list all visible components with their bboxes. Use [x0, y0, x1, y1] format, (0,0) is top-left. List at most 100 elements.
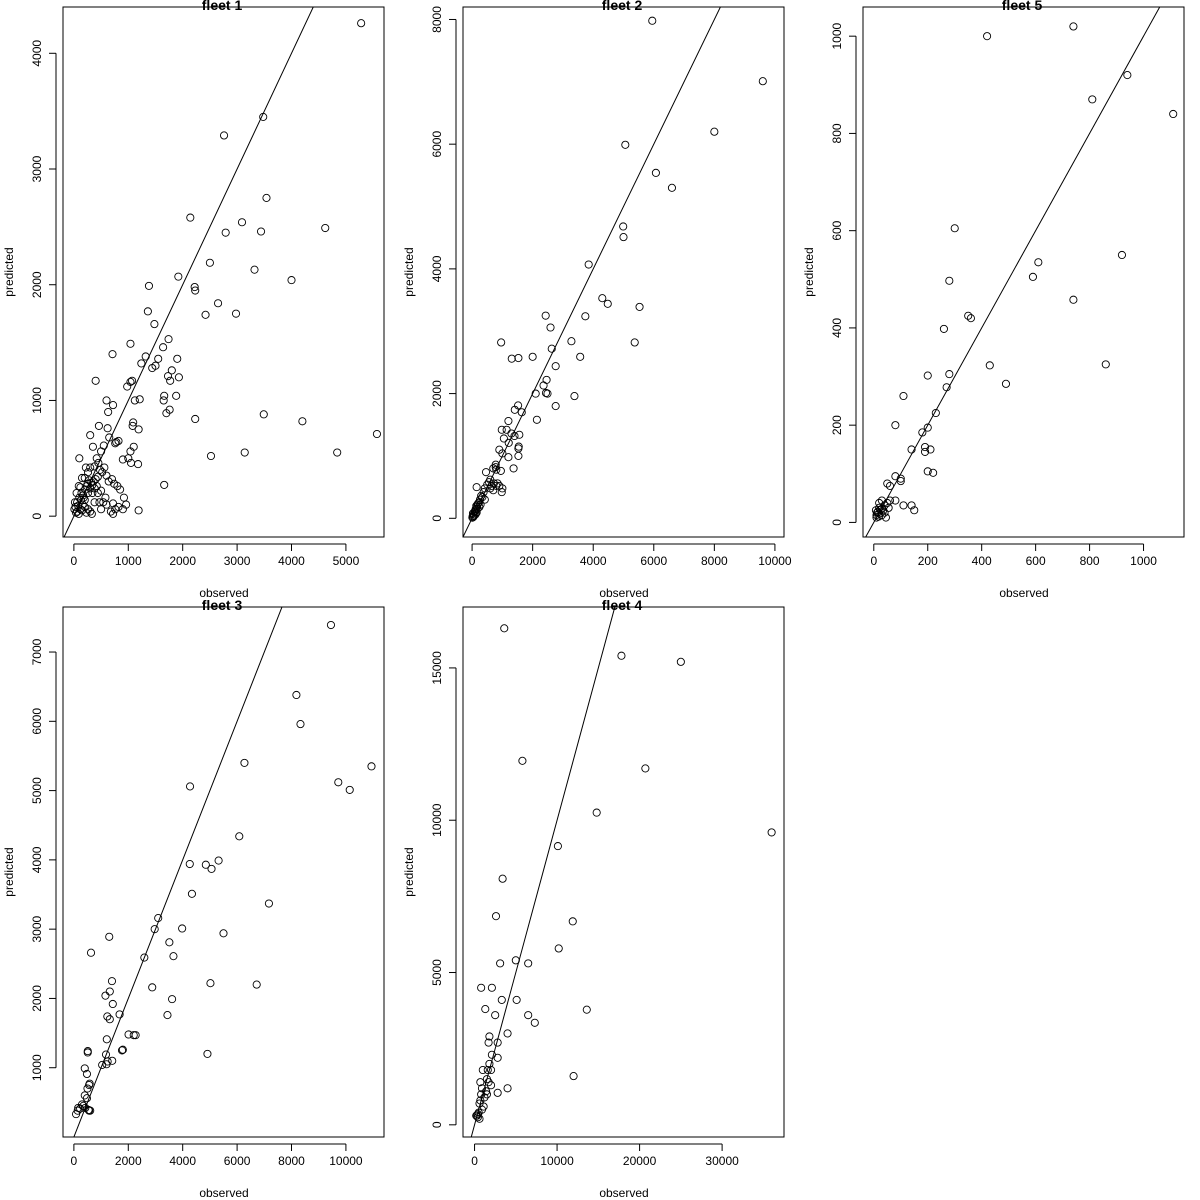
x-tick-label: 1000 [115, 554, 142, 568]
y-tick-label: 8000 [430, 6, 444, 33]
scatter-point [648, 16, 657, 25]
scatter-point [617, 651, 626, 660]
scatter-point [651, 168, 660, 177]
scatter-point [630, 338, 639, 347]
scatter-point [79, 493, 88, 502]
y-axis-label: predicted [2, 847, 16, 896]
scatter-point [88, 488, 97, 498]
scatter-point [129, 418, 138, 427]
scatter-point [570, 392, 579, 401]
scatter-point [102, 500, 111, 509]
scatter-point [205, 258, 214, 267]
scatter-point [473, 500, 482, 509]
scatter-point [108, 350, 117, 359]
plot-frame [462, 606, 785, 1138]
scatter-point [477, 983, 486, 992]
scatter-point [1069, 22, 1078, 31]
scatter-point [498, 449, 507, 458]
scatter-point [141, 352, 150, 361]
scatter-point [480, 495, 489, 504]
scatter-point [899, 391, 908, 401]
y-tick-label: 1000 [830, 23, 844, 50]
scatter-point [240, 448, 249, 457]
scatter-point [137, 359, 146, 368]
scatter-point [143, 307, 152, 316]
x-tick-label: 10000 [758, 554, 792, 568]
scatter-point [482, 1090, 491, 1099]
scatter-point [178, 924, 187, 933]
scatter-point [473, 1113, 482, 1122]
scatter-point [1028, 272, 1037, 281]
scatter-point [109, 509, 118, 518]
scatter-point [497, 488, 506, 497]
identity-line [463, 7, 721, 537]
scatter-point [485, 1059, 494, 1068]
scatter-point [372, 429, 381, 439]
scatter-point [259, 112, 268, 121]
scatter-point [101, 991, 110, 1000]
scatter-point [102, 1035, 111, 1044]
y-tick-label: 1000 [30, 1054, 44, 1081]
x-tick-label: 800 [1080, 554, 1100, 568]
scatter-point [531, 389, 540, 398]
scatter-point [483, 1065, 492, 1075]
scatter-point [473, 504, 482, 513]
panel-fleet-3: fleet 3 observed predicted 0 2000 4000 6000… [2, 597, 385, 1200]
panel-fleet-4: fleet 4 observed predicted 0 10000 20000 30… [402, 597, 785, 1200]
scatter-point [86, 507, 95, 516]
scatter-point [883, 479, 892, 488]
x-tick-label: 20000 [623, 1154, 657, 1168]
x-axis-label: observed [199, 1186, 248, 1200]
scatter-point [524, 1011, 533, 1020]
x-tick-label: 3000 [224, 554, 251, 568]
scatter-point [899, 501, 908, 510]
scatter-point [514, 353, 523, 363]
scatter-point [134, 425, 143, 434]
scatter-point [112, 438, 121, 447]
scatter-point [910, 506, 919, 515]
scatter-point [920, 442, 930, 452]
scatter-point [641, 764, 650, 773]
scatter-point [81, 463, 90, 472]
scatter-point [77, 473, 87, 483]
scatter-point [131, 1031, 140, 1040]
scatter-point [201, 310, 210, 319]
x-tick-label: 8000 [701, 554, 728, 568]
x-axis-label: observed [999, 586, 1048, 600]
scatter-point [95, 465, 105, 474]
scatter-point [80, 1091, 89, 1100]
scatter-point [108, 999, 117, 1009]
scatter-point [931, 408, 940, 418]
scatter-point [532, 415, 541, 424]
scatter-point [966, 314, 975, 323]
y-axis-label: predicted [2, 247, 16, 296]
scatter-point [584, 260, 593, 269]
scatter-point [357, 19, 366, 28]
scatter-point [287, 276, 296, 285]
scatter-point [503, 1029, 512, 1038]
scatter-point [493, 1053, 502, 1062]
y-tick-label: 2000 [30, 271, 44, 298]
identity-line [63, 7, 314, 537]
scatter-point [82, 1094, 91, 1103]
scatter-point [504, 453, 513, 462]
y-tick-label: 2000 [430, 380, 444, 407]
scatter-point [918, 428, 927, 437]
scatter-point [148, 983, 157, 992]
scatter-point [240, 758, 249, 767]
y-tick-label: 3000 [30, 155, 44, 182]
scatter-point [128, 376, 137, 385]
x-tick-label: 30000 [705, 1154, 739, 1168]
scatter-point [500, 624, 509, 633]
scatter-point [83, 1084, 92, 1093]
scatter-point [108, 1056, 117, 1065]
scatter-point [169, 952, 178, 961]
scatter-point [478, 493, 487, 502]
scatter-point [468, 513, 477, 522]
scatter-point [592, 808, 601, 817]
identity-line [865, 7, 1161, 537]
scatter-point [101, 493, 110, 502]
scatter-point [256, 227, 266, 236]
scatter-point [102, 1060, 111, 1069]
